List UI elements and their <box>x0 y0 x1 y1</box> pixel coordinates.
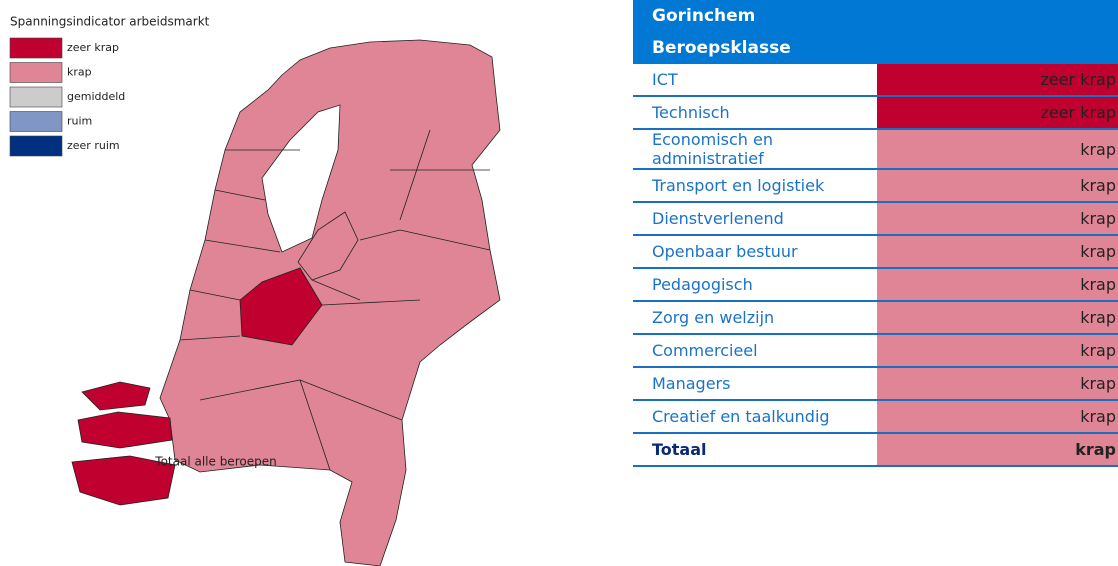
table-row: Zorg en welzijn krap <box>633 301 1118 335</box>
legend-label: ruim <box>67 115 92 128</box>
table-row: Economisch en administratief krap <box>633 129 1118 170</box>
row-label: Openbaar bestuur <box>633 235 876 269</box>
row-label: Transport en logistiek <box>633 169 876 203</box>
map-panel: Spanningsindicator arbeidsmarkt zeer kra… <box>9 15 501 566</box>
table-row: Technisch zeer krap <box>633 96 1118 130</box>
table: Gorinchem Beroepsklasse ICT zeer krap Tech… <box>633 0 1118 467</box>
table-header: Beroepsklasse <box>633 32 1118 64</box>
row-value: krap <box>874 334 1118 368</box>
table-row: Transport en logistiek krap <box>633 169 1118 203</box>
row-value: krap <box>874 367 1118 401</box>
table-row: Totaal krap <box>633 433 1118 467</box>
legend-label: gemiddeld <box>67 90 125 103</box>
table-row: ICT zeer krap <box>633 64 1118 97</box>
row-value: zeer krap <box>874 64 1118 97</box>
table-row: Managers krap <box>633 367 1118 401</box>
border <box>179 129 491 471</box>
row-value: krap <box>874 202 1118 236</box>
row-label: Managers <box>633 367 876 401</box>
row-value: zeer krap <box>874 96 1118 130</box>
legend-swatch <box>9 135 63 157</box>
legend-swatch <box>9 62 63 83</box>
table-body: ICT zeer krap Technisch zeer krap Economisch… <box>633 64 1118 467</box>
row-label: Technisch <box>633 96 876 130</box>
lake <box>261 104 341 253</box>
table-region: Gorinchem <box>633 0 1118 32</box>
row-label: Zorg en welzijn <box>633 301 876 335</box>
legend-swatch <box>9 37 63 59</box>
legend-label: zeer ruim <box>67 139 120 152</box>
legend: zeer krap krap gemiddeld ruim zeer ruim <box>9 37 125 157</box>
region <box>81 381 151 411</box>
legend-swatch <box>9 86 63 108</box>
region <box>77 411 173 449</box>
row-value: krap <box>874 400 1118 434</box>
row-label: Pedagogisch <box>633 268 876 302</box>
table-row: Commercieel krap <box>633 334 1118 368</box>
row-value: krap <box>874 235 1118 269</box>
row-label: ICT <box>633 64 876 97</box>
row-label: Commercieel <box>633 334 876 368</box>
row-value: krap <box>874 268 1118 302</box>
map-caption: Totaal alle beroepen <box>154 455 276 469</box>
row-label: Dienstverlenend <box>633 202 876 236</box>
table-row: Creatief en taalkundig krap <box>633 400 1118 434</box>
table-row: Openbaar bestuur krap <box>633 235 1118 269</box>
row-label: Creatief en taalkundig <box>633 400 876 434</box>
row-label: Totaal <box>633 433 876 467</box>
map <box>71 39 501 566</box>
row-value: krap <box>874 169 1118 203</box>
table-row: Pedagogisch krap <box>633 268 1118 302</box>
row-value: krap <box>874 301 1118 335</box>
legend-label: zeer krap <box>67 41 119 54</box>
row-label: Economisch en administratief <box>633 129 876 170</box>
row-value: krap <box>874 129 1118 170</box>
region <box>71 455 176 506</box>
table-row: Dienstverlenend krap <box>633 202 1118 236</box>
legend-label: krap <box>67 66 92 79</box>
legend-title: Spanningsindicator arbeidsmarkt <box>10 15 210 29</box>
legend-swatch <box>9 111 63 132</box>
row-value: krap <box>874 433 1118 467</box>
